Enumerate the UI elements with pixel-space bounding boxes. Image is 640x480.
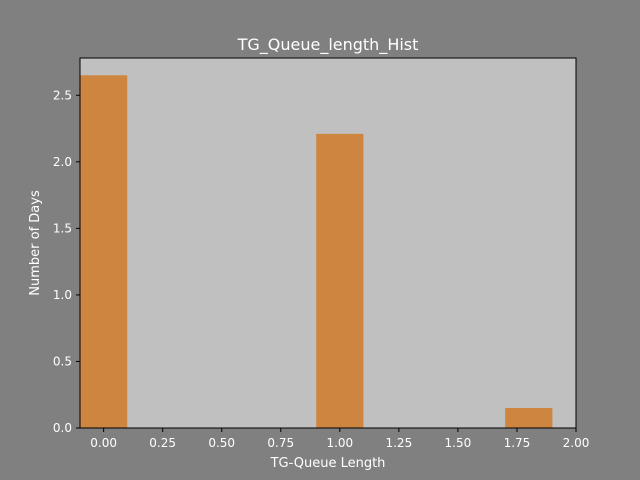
x-tick-label: 1.50 [445, 436, 472, 450]
x-axis-ticks: 0.00 0.25 0.50 0.75 1.00 1.25 1.50 1.75 2.00 [90, 428, 589, 450]
x-tick-label: 0.75 [267, 436, 294, 450]
bar-2 [505, 408, 553, 428]
x-tick-label: 0.50 [208, 436, 235, 450]
x-tick-label: 1.00 [326, 436, 353, 450]
bars-layer [80, 75, 553, 428]
y-tick-label: 1.0 [53, 288, 72, 302]
y-axis-ticks: 0.0 0.5 1.0 1.5 2.0 2.5 [53, 88, 80, 435]
y-tick-label: 1.5 [53, 221, 72, 235]
x-axis-label: TG-Queue Length [270, 456, 386, 471]
chart-title: TG_Queue_length_Hist [237, 35, 419, 55]
y-axis-label: Number of Days [28, 190, 43, 296]
x-tick-label: 1.75 [504, 436, 531, 450]
x-tick-label: 0.00 [90, 436, 117, 450]
y-tick-label: 2.0 [53, 155, 72, 169]
plot-frame [79, 57, 577, 429]
y-tick-label: 0.0 [53, 421, 72, 435]
x-tick-label: 2.00 [563, 436, 590, 450]
x-tick-label: 0.25 [149, 436, 176, 450]
x-tick-label: 1.25 [385, 436, 412, 450]
y-tick-label: 2.5 [53, 88, 72, 102]
y-tick-label: 0.5 [53, 354, 72, 368]
bar-1 [316, 133, 364, 428]
bar-0 [80, 75, 128, 428]
